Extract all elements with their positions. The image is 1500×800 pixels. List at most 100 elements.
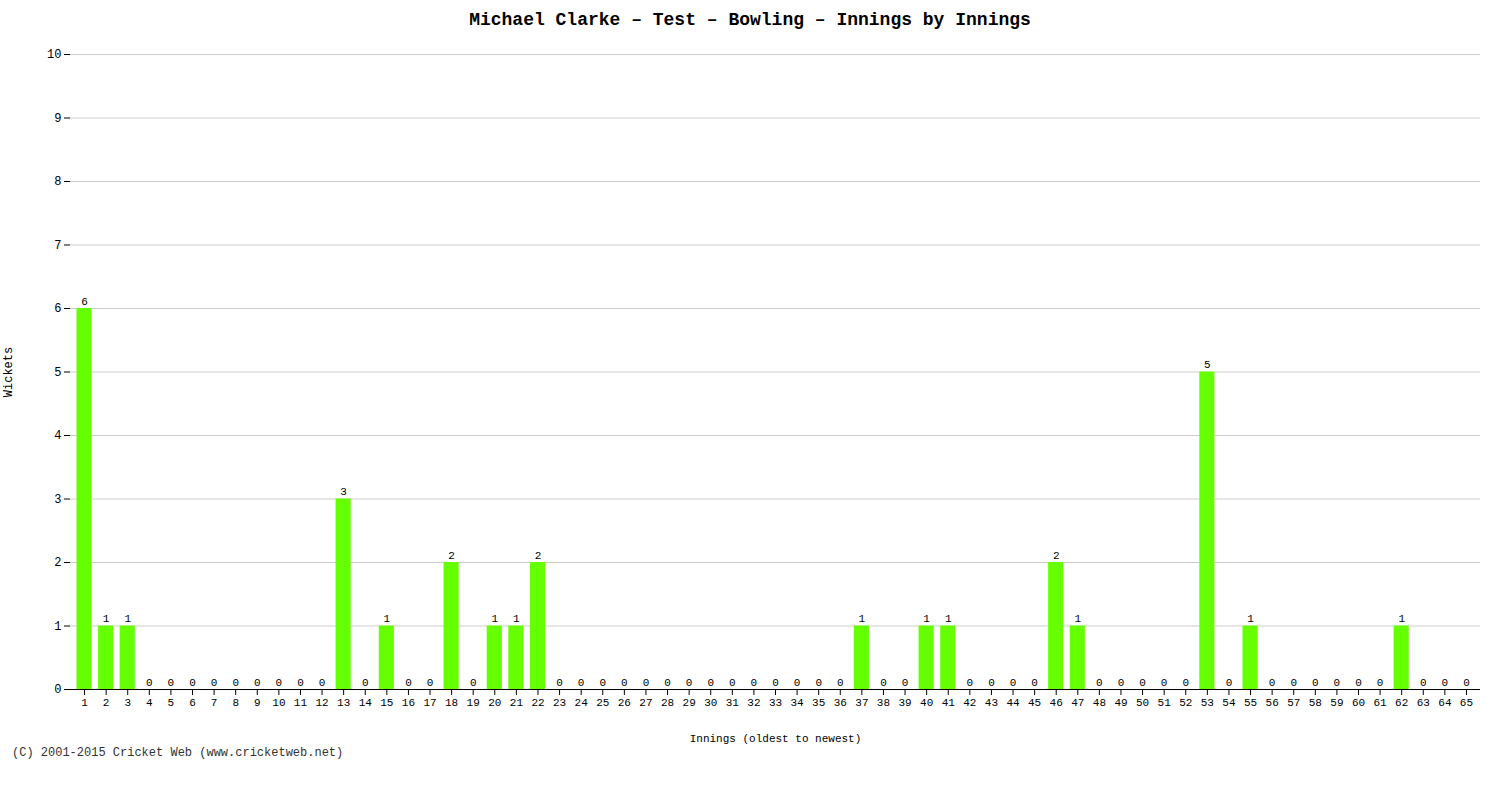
- svg-text:1: 1: [1247, 613, 1254, 625]
- svg-text:43: 43: [985, 697, 998, 709]
- svg-text:Wickets: Wickets: [2, 347, 16, 397]
- svg-text:0: 0: [470, 677, 477, 689]
- svg-text:24: 24: [575, 697, 589, 709]
- svg-text:10: 10: [272, 697, 285, 709]
- svg-text:0: 0: [297, 677, 304, 689]
- svg-text:0: 0: [686, 677, 693, 689]
- svg-text:49: 49: [1114, 697, 1127, 709]
- svg-text:40: 40: [920, 697, 933, 709]
- svg-text:60: 60: [1352, 697, 1365, 709]
- svg-text:9: 9: [54, 112, 61, 126]
- svg-text:0: 0: [254, 677, 261, 689]
- svg-text:0: 0: [815, 677, 822, 689]
- svg-text:0: 0: [362, 677, 369, 689]
- svg-text:10: 10: [47, 48, 61, 62]
- svg-text:5: 5: [168, 697, 175, 709]
- svg-text:0: 0: [556, 677, 563, 689]
- svg-text:0: 0: [751, 677, 758, 689]
- svg-text:54: 54: [1222, 697, 1236, 709]
- svg-text:0: 0: [902, 677, 909, 689]
- svg-text:48: 48: [1093, 697, 1106, 709]
- svg-text:1: 1: [1398, 613, 1405, 625]
- svg-text:4: 4: [54, 429, 61, 443]
- svg-text:1: 1: [384, 613, 391, 625]
- svg-text:31: 31: [726, 697, 740, 709]
- svg-text:19: 19: [467, 697, 480, 709]
- svg-text:8: 8: [232, 697, 239, 709]
- svg-text:6: 6: [54, 302, 61, 316]
- svg-text:1: 1: [81, 697, 88, 709]
- svg-text:42: 42: [963, 697, 976, 709]
- svg-text:1: 1: [513, 613, 520, 625]
- svg-text:20: 20: [488, 697, 501, 709]
- svg-text:0: 0: [621, 677, 628, 689]
- svg-text:39: 39: [898, 697, 911, 709]
- svg-text:29: 29: [683, 697, 696, 709]
- svg-text:0: 0: [1463, 677, 1470, 689]
- svg-text:2: 2: [1053, 550, 1060, 562]
- svg-text:0: 0: [1442, 677, 1449, 689]
- svg-text:22: 22: [531, 697, 544, 709]
- svg-text:0: 0: [1031, 677, 1038, 689]
- svg-text:0: 0: [319, 677, 326, 689]
- svg-text:57: 57: [1287, 697, 1300, 709]
- svg-text:2: 2: [448, 550, 455, 562]
- svg-text:2: 2: [535, 550, 542, 562]
- svg-text:46: 46: [1050, 697, 1063, 709]
- svg-text:0: 0: [729, 677, 736, 689]
- svg-text:52: 52: [1179, 697, 1192, 709]
- svg-text:53: 53: [1201, 697, 1214, 709]
- svg-text:32: 32: [747, 697, 760, 709]
- svg-text:9: 9: [254, 697, 261, 709]
- svg-text:1: 1: [859, 613, 866, 625]
- svg-text:6: 6: [81, 296, 88, 308]
- svg-text:15: 15: [380, 697, 393, 709]
- svg-text:0: 0: [1312, 677, 1319, 689]
- svg-text:61: 61: [1373, 697, 1387, 709]
- svg-text:18: 18: [445, 697, 458, 709]
- svg-text:13: 13: [337, 697, 350, 709]
- svg-text:1: 1: [945, 613, 952, 625]
- svg-text:5: 5: [54, 366, 61, 380]
- svg-text:0: 0: [1096, 677, 1103, 689]
- svg-text:0: 0: [578, 677, 585, 689]
- svg-text:51: 51: [1158, 697, 1172, 709]
- svg-text:30: 30: [704, 697, 717, 709]
- svg-text:0: 0: [232, 677, 239, 689]
- svg-text:58: 58: [1309, 697, 1322, 709]
- svg-text:4: 4: [146, 697, 153, 709]
- svg-text:0: 0: [1355, 677, 1362, 689]
- svg-text:14: 14: [359, 697, 373, 709]
- svg-text:63: 63: [1417, 697, 1430, 709]
- svg-text:64: 64: [1438, 697, 1452, 709]
- svg-text:25: 25: [596, 697, 609, 709]
- svg-text:1: 1: [54, 620, 61, 634]
- svg-text:0: 0: [643, 677, 650, 689]
- svg-text:47: 47: [1071, 697, 1084, 709]
- svg-text:41: 41: [942, 697, 956, 709]
- svg-text:37: 37: [855, 697, 868, 709]
- svg-text:0: 0: [1420, 677, 1427, 689]
- svg-text:44: 44: [1006, 697, 1020, 709]
- svg-text:1: 1: [124, 613, 131, 625]
- svg-text:0: 0: [707, 677, 714, 689]
- svg-text:16: 16: [402, 697, 415, 709]
- svg-text:27: 27: [639, 697, 652, 709]
- svg-text:38: 38: [877, 697, 890, 709]
- svg-text:45: 45: [1028, 697, 1041, 709]
- svg-text:1: 1: [491, 613, 498, 625]
- svg-text:7: 7: [211, 697, 218, 709]
- svg-text:1: 1: [923, 613, 930, 625]
- svg-text:2: 2: [54, 556, 61, 570]
- svg-text:1: 1: [1074, 613, 1081, 625]
- svg-text:0: 0: [1161, 677, 1168, 689]
- svg-text:0: 0: [1290, 677, 1297, 689]
- svg-text:0: 0: [794, 677, 801, 689]
- svg-text:0: 0: [405, 677, 412, 689]
- svg-text:28: 28: [661, 697, 674, 709]
- svg-text:8: 8: [54, 175, 61, 189]
- svg-text:0: 0: [988, 677, 995, 689]
- svg-text:55: 55: [1244, 697, 1257, 709]
- svg-text:65: 65: [1460, 697, 1473, 709]
- svg-text:34: 34: [790, 697, 804, 709]
